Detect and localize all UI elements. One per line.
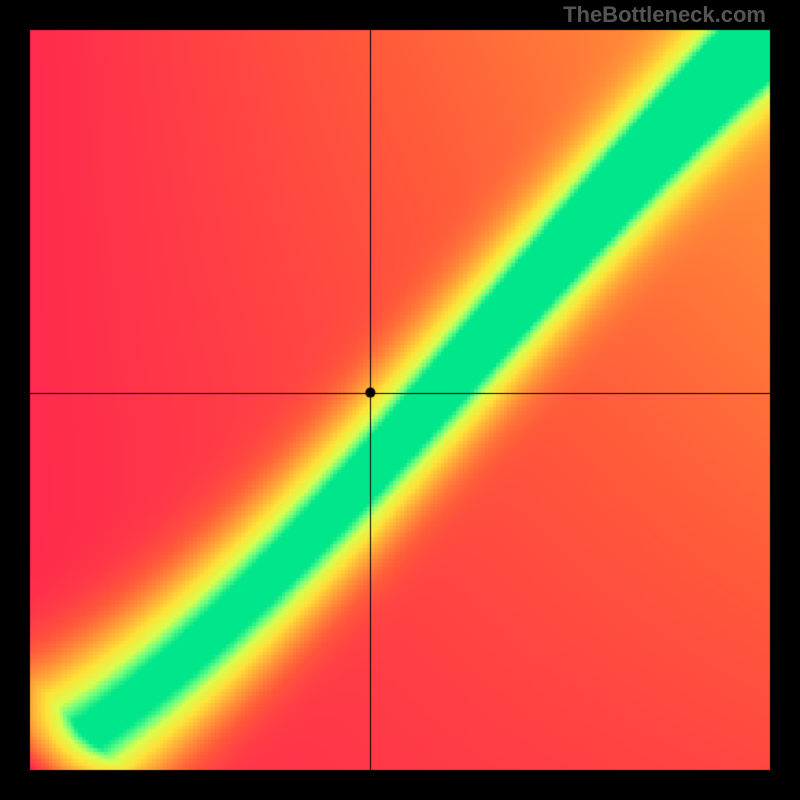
chart-container: TheBottleneck.com xyxy=(0,0,800,800)
watermark-text: TheBottleneck.com xyxy=(563,2,766,28)
heatmap-canvas xyxy=(0,0,800,800)
